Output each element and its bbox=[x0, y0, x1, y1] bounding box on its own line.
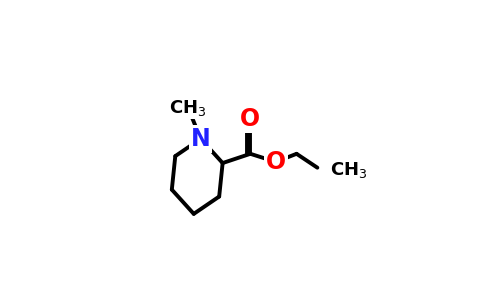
Text: CH$_3$: CH$_3$ bbox=[169, 98, 207, 118]
Text: O: O bbox=[266, 150, 286, 174]
Text: CH$_3$: CH$_3$ bbox=[330, 160, 367, 180]
Text: N: N bbox=[191, 127, 211, 151]
Text: O: O bbox=[240, 107, 260, 131]
